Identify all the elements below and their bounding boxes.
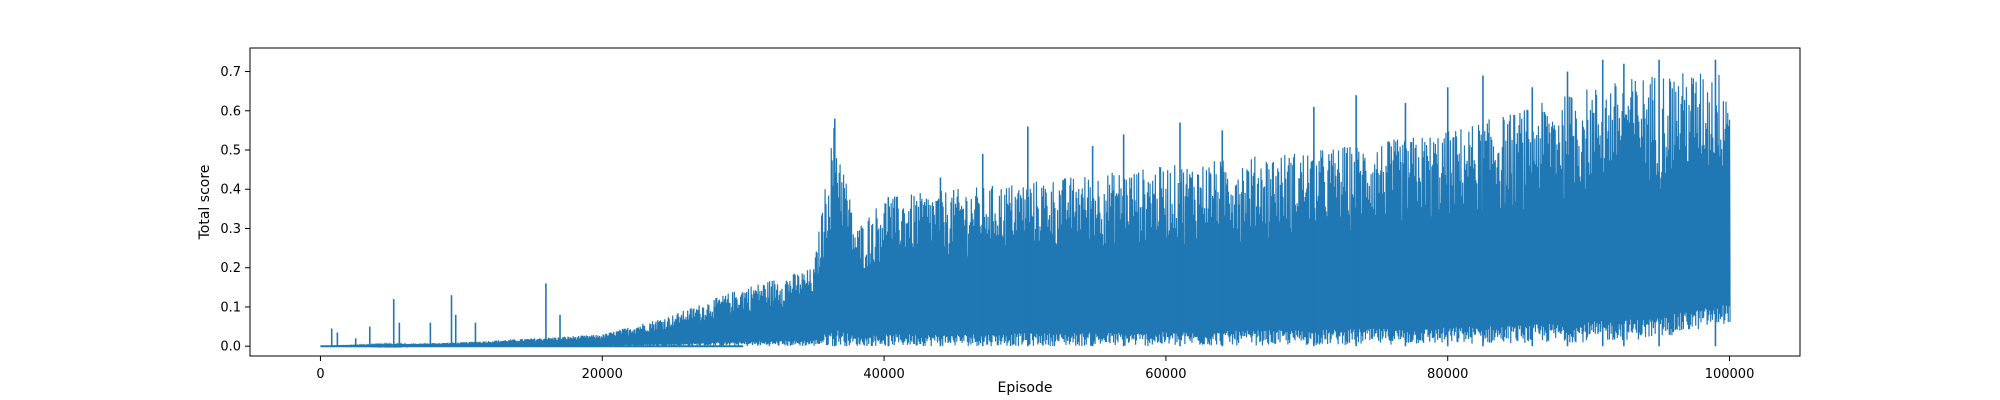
y-axis-ticks: 0.0 0.1 0.2 0.3 0.4 0.5 0.6 0.7 xyxy=(220,65,250,355)
y-tick-label: 0.5 xyxy=(220,144,241,159)
plot-frame xyxy=(249,47,1801,357)
data-series-layer xyxy=(320,59,1731,349)
x-axis-ticks: 0 20000 40000 60000 80000 100000 xyxy=(316,356,1754,382)
x-tick-label: 0 xyxy=(316,367,324,382)
y-tick-label: 0.1 xyxy=(220,300,241,315)
x-tick-label: 60000 xyxy=(1145,367,1186,382)
y-tick-label: 0.2 xyxy=(220,261,241,276)
x-tick-label: 80000 xyxy=(1427,367,1468,382)
x-tick-label: 20000 xyxy=(582,367,623,382)
series-line xyxy=(320,73,1731,349)
y-tick-label: 0.0 xyxy=(220,340,241,355)
y-tick-label: 0.6 xyxy=(220,104,241,119)
x-tick-label: 100000 xyxy=(1705,367,1755,382)
y-tick-label: 0.3 xyxy=(220,222,241,237)
y-axis-title: Total score xyxy=(197,165,213,241)
y-tick-label: 0.7 xyxy=(220,65,241,80)
y-tick-label: 0.4 xyxy=(220,183,241,198)
x-tick-label: 40000 xyxy=(863,367,904,382)
x-axis-title: Episode xyxy=(998,380,1053,396)
